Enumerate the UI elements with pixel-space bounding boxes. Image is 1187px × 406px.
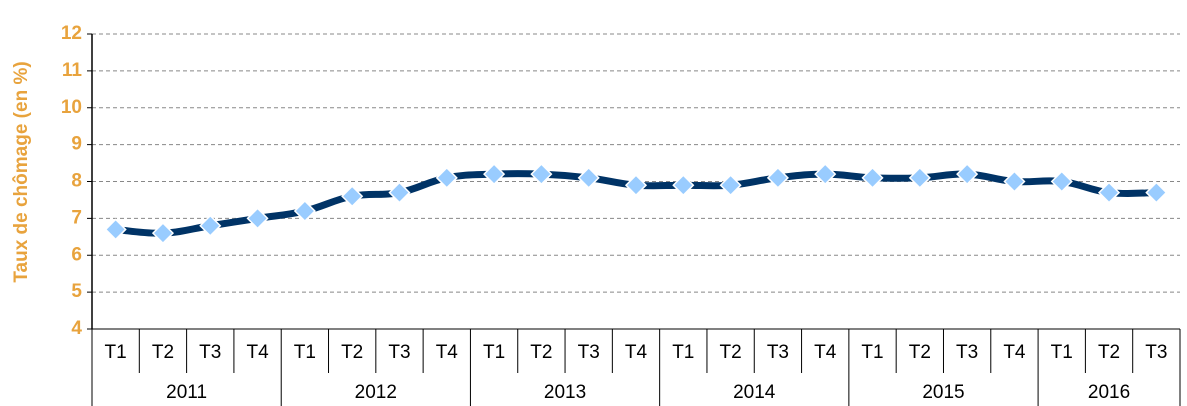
- x-tick-label: T4: [436, 342, 459, 363]
- x-tick-label: T3: [199, 342, 221, 363]
- data-point: [199, 214, 222, 237]
- data-point: [766, 166, 789, 189]
- data-point: [1097, 181, 1121, 204]
- data-point: [1050, 170, 1073, 193]
- x-tick-label: T3: [956, 342, 978, 363]
- data-point: [577, 166, 600, 189]
- data-point: [719, 174, 742, 197]
- x-tick-label: T4: [814, 342, 837, 363]
- data-point: [1145, 181, 1168, 204]
- x-tick-label: T3: [388, 342, 410, 363]
- y-tick-label: 9: [71, 134, 82, 155]
- group-label: 2016: [1088, 382, 1130, 403]
- group-label: 2011: [166, 382, 207, 403]
- x-tick-label: T1: [672, 342, 694, 363]
- data-point: [246, 207, 269, 230]
- x-tick-label: T3: [767, 342, 789, 363]
- data-point: [861, 166, 884, 189]
- data-point: [388, 181, 411, 204]
- y-tick-label: 8: [71, 171, 82, 192]
- data-point: [956, 163, 979, 186]
- x-tick-label: T1: [105, 342, 127, 363]
- data-point: [151, 222, 175, 245]
- group-label: 2013: [544, 382, 586, 403]
- data-point: [1003, 170, 1026, 193]
- data-point: [672, 174, 695, 197]
- y-axis-title: Taux de chômage (en %): [11, 61, 32, 282]
- x-tick-label: T3: [578, 342, 600, 363]
- y-tick-label: 6: [71, 244, 82, 265]
- group-label: 2015: [922, 382, 964, 403]
- x-tick-label: T2: [341, 342, 363, 363]
- data-point: [530, 163, 553, 186]
- y-tick-label: 10: [61, 97, 82, 118]
- x-tick-label: T2: [530, 342, 552, 363]
- data-point: [908, 166, 931, 189]
- data-point: [483, 163, 506, 186]
- x-tick-label: T4: [1003, 342, 1026, 363]
- y-tick-label: 12: [61, 23, 82, 44]
- y-tick-label: 11: [62, 60, 83, 81]
- x-tick-label: T3: [1145, 342, 1167, 363]
- x-tick-label: T1: [1051, 342, 1073, 363]
- x-tick-label: T2: [909, 342, 931, 363]
- x-tick-label: T2: [152, 342, 174, 363]
- data-point: [104, 218, 127, 241]
- x-tick-label: T1: [861, 342, 883, 363]
- x-tick-label: T1: [294, 342, 316, 363]
- data-point: [293, 199, 316, 223]
- y-tick-label: 4: [71, 318, 82, 339]
- group-label: 2014: [733, 382, 776, 403]
- x-tick-label: T2: [1098, 342, 1120, 363]
- group-label: 2012: [355, 382, 397, 403]
- x-tick-label: T4: [625, 342, 648, 363]
- data-point: [624, 174, 648, 197]
- y-tick-label: 7: [71, 207, 82, 228]
- data-point: [341, 185, 364, 208]
- x-tick-label: T4: [246, 342, 269, 363]
- data-point: [814, 163, 837, 186]
- y-tick-label: 5: [71, 281, 82, 302]
- x-tick-label: T1: [483, 342, 505, 363]
- x-tick-label: T2: [720, 342, 742, 363]
- data-point: [435, 166, 458, 189]
